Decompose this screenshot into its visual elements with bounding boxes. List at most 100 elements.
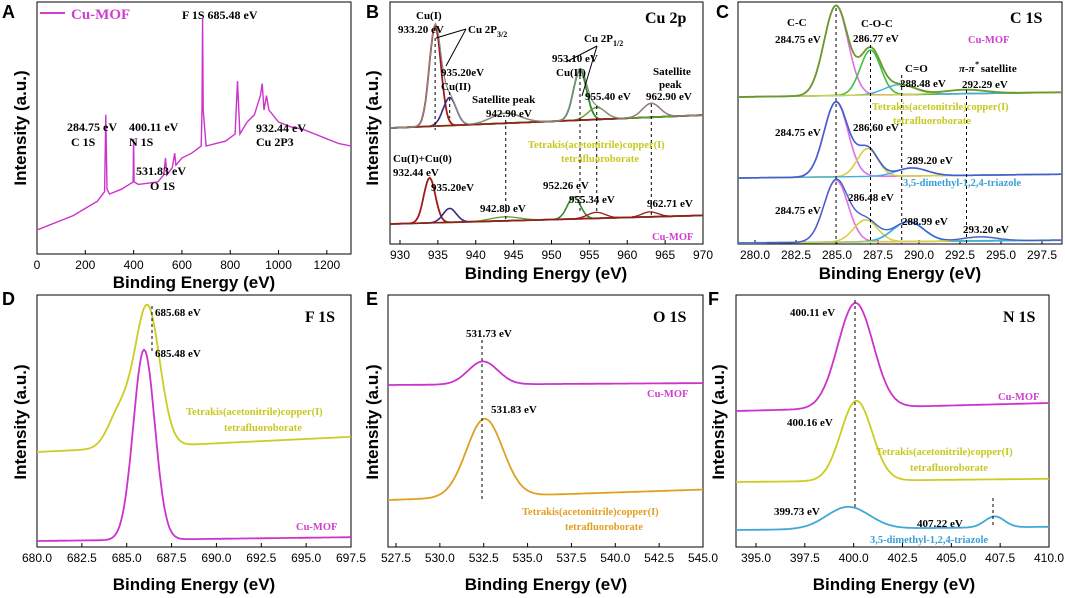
x-tick-label: 527.5 xyxy=(381,551,411,565)
legend-label: tetrafluoroborate xyxy=(561,154,639,165)
annotation: 1/2 xyxy=(613,39,623,48)
x-tick-label: 680.0 xyxy=(22,551,52,565)
annotation: Cu(II) xyxy=(441,81,471,93)
x-tick-label: 292.5 xyxy=(945,248,975,262)
annotation: F 1S 685.48 eV xyxy=(182,8,258,22)
x-tick-label: 950 xyxy=(541,248,561,262)
leader-line xyxy=(565,45,598,63)
plot-frame xyxy=(36,1,352,255)
x-tick-label: 530.0 xyxy=(425,551,455,565)
x-ticks: 930 935 940 945 950 955 960 965 970 xyxy=(390,240,713,262)
legend-label: Cu-MOF xyxy=(647,389,688,400)
x-axis-label: Binding Energy (eV) xyxy=(465,575,627,594)
annotation: π-π xyxy=(959,63,976,75)
spectrum-line xyxy=(388,417,703,501)
panel-title: O 1S xyxy=(653,309,686,326)
annotation: N 1S xyxy=(129,135,154,149)
x-axis-label: Binding Energy (eV) xyxy=(113,575,275,594)
x-tick-label: 297.5 xyxy=(1027,248,1057,262)
annotation: 400.11 eV xyxy=(790,307,835,319)
x-tick-label: 545.0 xyxy=(688,551,718,565)
annotation: 284.75 eV xyxy=(67,120,117,134)
annotation: Satellite peak xyxy=(472,94,536,106)
panel-letter: E xyxy=(366,289,378,309)
annotation: Cu(I)+Cu(0) xyxy=(393,153,452,165)
legend-label: Tetrakis(acetonitrile)copper(I) xyxy=(528,140,665,151)
x-tick-label: 695.0 xyxy=(291,551,321,565)
annotation: satellite xyxy=(981,63,1017,75)
x-tick-label: 965 xyxy=(655,248,675,262)
plot-frame xyxy=(389,1,704,245)
annotation: 685.48 eV xyxy=(155,348,201,360)
x-tick-label: 290.0 xyxy=(904,248,934,262)
annotation: 400.11 eV xyxy=(129,120,179,134)
annotation: 284.75 eV xyxy=(775,205,821,217)
x-ticks: 395.0 397.5 400.0 402.5 405.0 407.5 410.0 xyxy=(741,543,1064,565)
legend-label: 3,5-dimethyl-1,2,4-triazole xyxy=(903,178,1021,189)
annotation: 953.10 eV xyxy=(552,53,598,65)
x-tick-label: 410.0 xyxy=(1034,551,1064,565)
x-axis-label: Binding Energy (eV) xyxy=(465,264,627,283)
annotation: C-C xyxy=(787,17,807,29)
legend-label: Tetrakis(acetonitrile)copper(I) xyxy=(876,447,1013,458)
legend-label: Cu-MOF xyxy=(71,7,130,23)
annotation: π-π* satellite xyxy=(959,60,1017,75)
panel-letter: C xyxy=(716,2,729,22)
x-tick-label: 405.0 xyxy=(936,551,966,565)
annotation: 962.71 eV xyxy=(647,198,693,210)
x-tick-label: 200 xyxy=(75,258,95,272)
x-tick-label: 0 xyxy=(34,258,41,272)
annotation: 3/2 xyxy=(497,30,507,39)
x-tick-label: 395.0 xyxy=(741,551,771,565)
x-axis-label: Binding Energy (eV) xyxy=(819,264,981,283)
annotation: Cu(I) xyxy=(416,10,442,22)
annotation: Satellite xyxy=(653,66,691,78)
annotation: 955.40 eV xyxy=(585,91,631,103)
fit-peak xyxy=(738,147,1062,179)
y-axis-label: Intensity (a.u.) xyxy=(363,364,382,479)
annotation: 952.26 eV xyxy=(543,180,589,192)
spectrum-lines xyxy=(388,360,703,501)
x-tick-label: 945 xyxy=(504,248,524,262)
annotation: 286.60 eV xyxy=(853,122,899,134)
leader-line xyxy=(445,28,467,67)
peak-markers xyxy=(434,28,652,222)
annotation: C 1S xyxy=(71,135,96,149)
x-tick-label: 1200 xyxy=(313,258,340,272)
annotation: 932.44 eV xyxy=(256,121,306,135)
annotation: * xyxy=(975,60,980,69)
annotation: 286.48 eV xyxy=(848,192,894,204)
legend-label: tetrafluoroborate xyxy=(224,423,302,434)
x-tick-label: 537.5 xyxy=(556,551,586,565)
annotation: 288.48 eV xyxy=(900,78,946,90)
legend-label: Cu-MOF xyxy=(998,392,1039,403)
annotation: 531.83 eV xyxy=(491,404,537,416)
x-tick-label: 402.5 xyxy=(887,551,917,565)
annotation: Cu 2P xyxy=(468,24,497,36)
x-tick-label: 940 xyxy=(466,248,486,262)
panel-c: C 280.0 282.5 285.0 287.5 290.0 292.5 295.0 297… xyxy=(716,1,1063,283)
legend-label: Tetrakis(acetonitrile)copper(I) xyxy=(186,407,323,418)
fit-peak xyxy=(389,102,704,129)
x-tick-label: 600 xyxy=(172,258,192,272)
annotation: 288.99 eV xyxy=(902,216,948,228)
spectrum-line xyxy=(736,301,1049,412)
annotation: Cu 2P3 xyxy=(256,135,294,149)
x-tick-label: 542.5 xyxy=(644,551,674,565)
leader-line xyxy=(435,28,467,39)
plot-frame xyxy=(735,294,1050,548)
x-tick-label: 687.5 xyxy=(157,551,187,565)
annotation: 933.20 eV xyxy=(398,24,444,36)
x-tick-label: 960 xyxy=(617,248,637,262)
spectrum-line xyxy=(36,303,352,453)
y-axis-label: Intensity (a.u.) xyxy=(363,70,382,185)
annotation: 962.90 eV xyxy=(646,91,692,103)
panel-letter: B xyxy=(366,2,379,22)
spectrum-line xyxy=(37,348,351,542)
panel-title: Cu 2p xyxy=(645,10,686,27)
plot-frame xyxy=(36,294,352,548)
x-ticks: 527.5 530.0 532.5 535.0 537.5 540.0 542.5 545.0 xyxy=(381,543,718,565)
x-tick-label: 400 xyxy=(124,258,144,272)
panel-e: E 527.5 530.0 532.5 535.0 537.5 540.0 542.5 545… xyxy=(363,289,718,594)
